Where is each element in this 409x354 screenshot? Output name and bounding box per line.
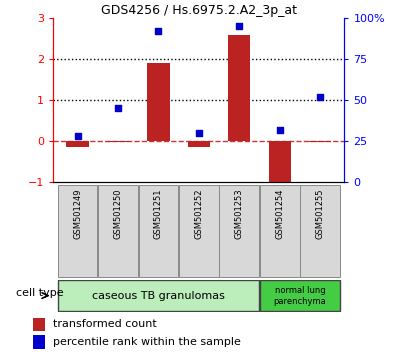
Bar <box>147 63 169 141</box>
Bar <box>66 141 88 147</box>
Text: GSM501249: GSM501249 <box>73 189 82 239</box>
Text: GSM501254: GSM501254 <box>274 189 283 239</box>
FancyBboxPatch shape <box>58 280 258 311</box>
Bar <box>227 35 250 141</box>
Text: caseous TB granulomas: caseous TB granulomas <box>92 291 224 301</box>
FancyBboxPatch shape <box>58 185 97 277</box>
Bar <box>187 141 209 147</box>
Point <box>195 130 202 136</box>
FancyBboxPatch shape <box>259 185 299 277</box>
Point <box>74 133 81 139</box>
Text: GSM501255: GSM501255 <box>315 189 324 239</box>
Text: cell type: cell type <box>16 288 63 298</box>
Text: percentile rank within the sample: percentile rank within the sample <box>52 337 240 347</box>
Bar <box>107 141 129 142</box>
Text: GSM501253: GSM501253 <box>234 189 243 239</box>
Bar <box>33 335 45 349</box>
FancyBboxPatch shape <box>179 185 218 277</box>
FancyBboxPatch shape <box>259 280 339 311</box>
Point <box>276 127 282 132</box>
Point <box>115 105 121 111</box>
Text: GSM501250: GSM501250 <box>113 189 122 239</box>
Bar <box>308 141 330 142</box>
Text: normal lung
parenchyma: normal lung parenchyma <box>273 286 326 306</box>
FancyBboxPatch shape <box>300 185 339 277</box>
Point <box>316 94 323 99</box>
Point <box>155 28 161 34</box>
Text: GSM501251: GSM501251 <box>153 189 162 239</box>
Bar <box>33 318 45 331</box>
Text: GSM501252: GSM501252 <box>194 189 203 239</box>
Point <box>236 23 242 29</box>
FancyBboxPatch shape <box>98 185 137 277</box>
FancyBboxPatch shape <box>219 185 258 277</box>
Bar <box>268 141 290 184</box>
Text: transformed count: transformed count <box>52 319 156 329</box>
Title: GDS4256 / Hs.6975.2.A2_3p_at: GDS4256 / Hs.6975.2.A2_3p_at <box>101 4 296 17</box>
FancyBboxPatch shape <box>138 185 178 277</box>
